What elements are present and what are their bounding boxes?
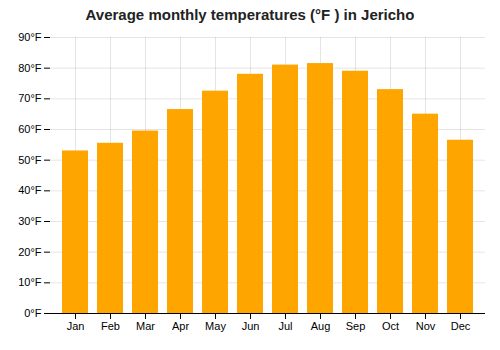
svg-text:Apr: Apr xyxy=(172,320,189,332)
svg-text:Nov: Nov xyxy=(416,320,436,332)
svg-text:May: May xyxy=(205,320,226,332)
svg-text:Oct: Oct xyxy=(382,320,399,332)
svg-text:40°F: 40°F xyxy=(18,184,42,196)
svg-text:Dec: Dec xyxy=(451,320,471,332)
svg-text:Feb: Feb xyxy=(101,320,120,332)
html-text:Average monthly temperatures (: Average monthly temperatures (°F ) in Je… xyxy=(85,6,415,23)
svg-text:Jun: Jun xyxy=(242,320,260,332)
svg-text:Jul: Jul xyxy=(278,320,292,332)
svg-text:Aug: Aug xyxy=(311,320,331,332)
svg-text:90°F: 90°F xyxy=(18,31,42,43)
svg-text:60°F: 60°F xyxy=(18,123,42,135)
svg-text:20°F: 20°F xyxy=(18,246,42,258)
svg-text:30°F: 30°F xyxy=(18,215,42,227)
svg-text:0°F: 0°F xyxy=(24,307,42,319)
svg-text:80°F: 80°F xyxy=(18,62,42,74)
svg-text:Jan: Jan xyxy=(67,320,85,332)
svg-text:Sep: Sep xyxy=(346,320,366,332)
svg-text:Mar: Mar xyxy=(136,320,155,332)
svg-text:70°F: 70°F xyxy=(18,92,42,104)
svg-text:50°F: 50°F xyxy=(18,154,42,166)
svg-text:10°F: 10°F xyxy=(18,276,42,288)
